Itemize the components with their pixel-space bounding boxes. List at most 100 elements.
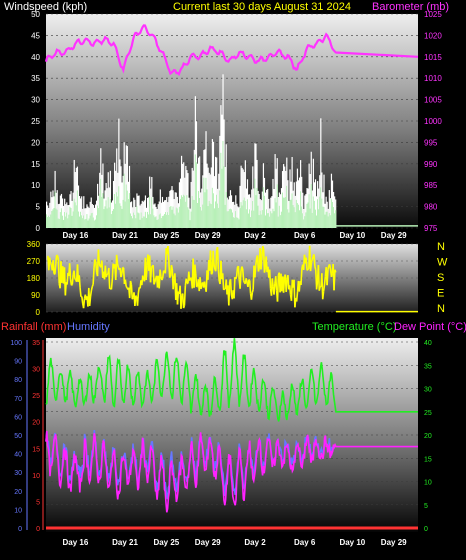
direction-mark <box>117 255 118 264</box>
wind-tick-label: 0 <box>36 224 41 233</box>
direction-mark <box>90 296 91 305</box>
direction-mark <box>98 249 99 263</box>
wind-average-bar <box>200 207 201 228</box>
direction-mark <box>162 278 163 280</box>
wind-average-bar <box>76 205 77 228</box>
wind-average-bar <box>284 198 285 228</box>
direction-letter: W <box>437 257 448 269</box>
direction-mark <box>324 285 325 291</box>
direction-mark <box>251 293 252 300</box>
direction-mark <box>297 292 298 302</box>
temperature-tick-label: 40 <box>424 340 432 347</box>
wind-average-bar <box>204 192 205 228</box>
wind-average-bar <box>252 201 253 228</box>
wind-average-bar <box>137 212 138 228</box>
humidity-tick-label: 40 <box>14 452 22 459</box>
direction-mark <box>122 267 123 273</box>
wind-average-bar <box>125 201 126 228</box>
wind-average-bar <box>117 196 118 228</box>
wind-average-bar <box>128 199 129 228</box>
wind-average-bar <box>155 216 156 228</box>
date-label: Day 25 <box>153 231 179 240</box>
direction-mark <box>211 273 212 274</box>
direction-mark <box>201 284 202 289</box>
wind-average-bar <box>231 209 232 228</box>
direction-mark <box>80 288 81 297</box>
direction-mark <box>181 295 182 308</box>
wind-average-bar <box>61 208 62 228</box>
wind-average-bar <box>158 219 159 228</box>
direction-mark <box>75 279 76 280</box>
wind-average-bar <box>222 141 223 228</box>
wind-average-bar <box>232 213 233 228</box>
wind-average-bar <box>172 207 173 228</box>
wind-average-bar <box>80 212 81 228</box>
wind-average-bar <box>83 215 84 228</box>
wind-average-bar <box>68 215 69 228</box>
wind-average-bar <box>49 217 50 228</box>
wind-average-bar <box>87 221 88 228</box>
direction-mark <box>218 269 219 281</box>
date-label: Day 2 <box>244 538 266 547</box>
wind-average-bar <box>199 198 200 228</box>
date-label: Day 29 <box>195 538 221 547</box>
wind-average-bar <box>84 219 85 228</box>
wind-average-bar <box>247 199 248 228</box>
direction-mark <box>249 280 250 281</box>
date-label: Day 6 <box>294 538 316 547</box>
wind-average-bar <box>261 215 262 228</box>
wind-average-bar <box>279 206 280 228</box>
wind-average-bar <box>116 192 117 228</box>
wind-average-bar <box>144 217 145 228</box>
wind-average-bar <box>304 216 305 228</box>
wind-average-bar <box>258 206 259 228</box>
wind-average-bar <box>64 212 65 228</box>
wind-average-bar <box>318 209 319 228</box>
wind-average-bar <box>69 207 70 228</box>
direction-mark <box>317 281 318 289</box>
wind-average-bar <box>324 215 325 228</box>
wind-average-bar <box>301 206 302 228</box>
wind-average-bar <box>107 208 108 228</box>
direction-mark <box>301 269 302 285</box>
direction-mark <box>82 297 83 304</box>
wind-average-bar <box>97 206 98 228</box>
wind-average-bar <box>143 216 144 228</box>
direction-mark <box>186 279 187 284</box>
rainfall-tick-label: 35 <box>32 340 40 347</box>
direction-mark <box>246 278 247 282</box>
direction-mark <box>58 260 59 284</box>
wind-average-bar <box>210 203 211 228</box>
wind-average-bar <box>120 206 121 228</box>
wind-average-bar <box>196 162 197 228</box>
wind-average-bar <box>60 212 61 228</box>
wind-average-bar <box>209 201 210 228</box>
wind-average-bar <box>328 216 329 228</box>
wind-average-bar <box>256 188 257 228</box>
temperature-tick-label: 10 <box>424 480 432 487</box>
direction-letter: E <box>437 288 444 300</box>
wind-average-bar <box>138 213 139 228</box>
direction-letter: S <box>437 272 444 284</box>
wind-average-bar <box>322 207 323 228</box>
wind-average-bar <box>315 210 316 228</box>
direction-mark <box>312 256 313 259</box>
wind-average-bar <box>327 212 328 228</box>
wind-average-bar <box>159 214 160 228</box>
direction-mark <box>195 265 196 274</box>
wind-average-bar <box>297 203 298 228</box>
barometer-tick-label: 1000 <box>424 117 442 126</box>
wind-average-bar <box>226 192 227 228</box>
direction-mark <box>136 296 137 297</box>
wind-average-bar <box>277 184 278 228</box>
direction-mark <box>50 258 51 264</box>
wind-average-bar <box>147 212 148 228</box>
wind-average-bar <box>235 211 236 228</box>
barometer-tick-label: 1005 <box>424 96 442 105</box>
wind-average-bar <box>101 197 102 228</box>
wind-average-bar <box>211 204 212 228</box>
direction-mark <box>154 282 155 284</box>
direction-mark <box>327 270 328 285</box>
wind-average-bar <box>110 199 111 228</box>
wind-average-bar <box>162 216 163 228</box>
